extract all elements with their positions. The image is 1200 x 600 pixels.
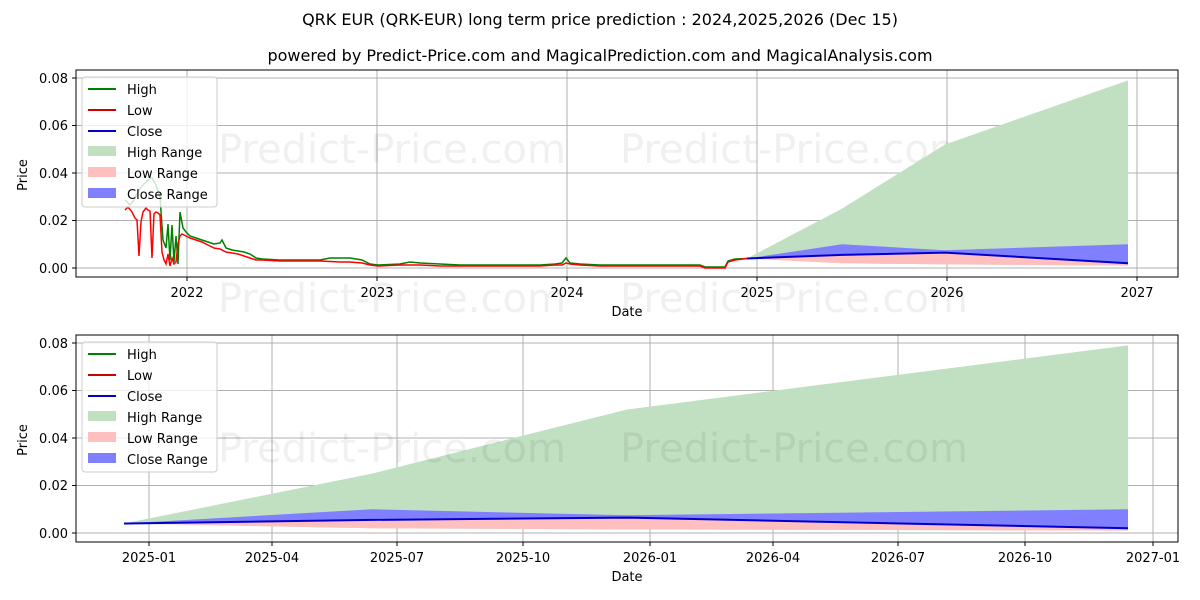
legend-low-range-label: Low Range	[127, 432, 198, 447]
x-axis-label: Date	[611, 305, 642, 320]
y-axis-label: Price	[16, 424, 31, 456]
high-range-area	[124, 345, 1128, 531]
y-tick-label: 0.06	[39, 384, 68, 399]
x-tick-label: 2026	[930, 286, 963, 301]
legend-close-range-swatch	[88, 453, 116, 463]
chart-2-legend: High Low Close High Range Low Range Clos…	[81, 341, 218, 473]
x-tick-label: 2026-10	[998, 551, 1052, 566]
watermark: Predict-Price.com	[620, 276, 968, 322]
y-tick-label: 0.08	[39, 337, 68, 352]
close-range-area	[124, 509, 1128, 529]
legend-low-range-swatch	[88, 167, 116, 177]
x-axis-label: Date	[611, 570, 642, 585]
close-forecast-line	[123, 516, 1129, 530]
x-tick-label: 2022	[170, 286, 203, 301]
legend-close-label: Close	[127, 390, 162, 405]
y-tick-label: 0.06	[39, 119, 68, 134]
legend-high-range-swatch	[88, 411, 116, 421]
legend-high-range-label: High Range	[127, 411, 202, 426]
close-forecast-line	[746, 251, 1129, 265]
chart-2: Predict-Price.com Predict-Price.com 0.08…	[16, 334, 1180, 585]
legend-low-range-label: Low Range	[127, 167, 198, 182]
legend-low-range-swatch	[88, 432, 116, 442]
x-tick-label: 2026-01	[623, 551, 677, 566]
legend-close-label: Close	[127, 125, 162, 140]
chart-subtitle: powered by Predict-Price.com and Magical…	[267, 46, 933, 65]
x-tick-label: 2027-01	[1126, 551, 1180, 566]
chart-1: Predict-Price.com Predict-Price.com Pred…	[16, 69, 1179, 322]
x-tick-label: 2025	[740, 286, 773, 301]
x-tick-label: 2025-07	[370, 551, 424, 566]
legend-low-label: Low	[127, 104, 153, 119]
high-history-line	[124, 177, 748, 268]
high-range-area	[747, 80, 1128, 266]
chart-title: QRK EUR (QRK-EUR) long term price predic…	[302, 10, 898, 29]
y-tick-label: 0.02	[39, 214, 68, 229]
chart-1-x-axis	[186, 277, 1138, 281]
legend-high-label: High	[127, 348, 157, 363]
watermark: Predict-Price.com	[218, 127, 566, 173]
legend-high-range-label: High Range	[127, 146, 202, 161]
x-tick-label: 2026-04	[746, 551, 800, 566]
y-axis-label: Price	[16, 159, 31, 191]
x-tick-label: 2027	[1120, 286, 1153, 301]
legend-close-range-label: Close Range	[127, 453, 208, 468]
chart-1-y-axis	[72, 77, 76, 269]
chart-1-legend: High Low Close High Range Low Range Clos…	[81, 76, 218, 208]
legend-close-range-swatch	[88, 188, 116, 198]
y-tick-label: 0.00	[39, 262, 68, 277]
watermark: Predict-Price.com	[218, 426, 566, 472]
legend-high-label: High	[127, 83, 157, 98]
close-range-area	[747, 244, 1128, 264]
chart-2-x-axis	[148, 542, 1154, 546]
y-tick-label: 0.02	[39, 479, 68, 494]
legend-low-label: Low	[127, 369, 153, 384]
x-tick-label: 2026-07	[871, 551, 925, 566]
legend-high-range-swatch	[88, 146, 116, 156]
watermark: Predict-Price.com	[620, 426, 968, 472]
low-history-line	[124, 205, 748, 269]
watermark: Predict-Price.com	[620, 127, 968, 173]
x-tick-label: 2025-01	[122, 551, 176, 566]
x-tick-label: 2025-04	[245, 551, 299, 566]
y-tick-label: 0.04	[39, 432, 68, 447]
x-tick-label: 2023	[360, 286, 393, 301]
y-tick-label: 0.04	[39, 167, 68, 182]
y-tick-label: 0.08	[39, 72, 68, 87]
x-tick-label: 2024	[550, 286, 583, 301]
x-tick-label: 2025-10	[496, 551, 550, 566]
chart-2-y-axis	[72, 342, 76, 534]
legend-close-range-label: Close Range	[127, 188, 208, 203]
watermark: Predict-Price.com	[218, 276, 566, 322]
y-tick-label: 0.00	[39, 527, 68, 542]
